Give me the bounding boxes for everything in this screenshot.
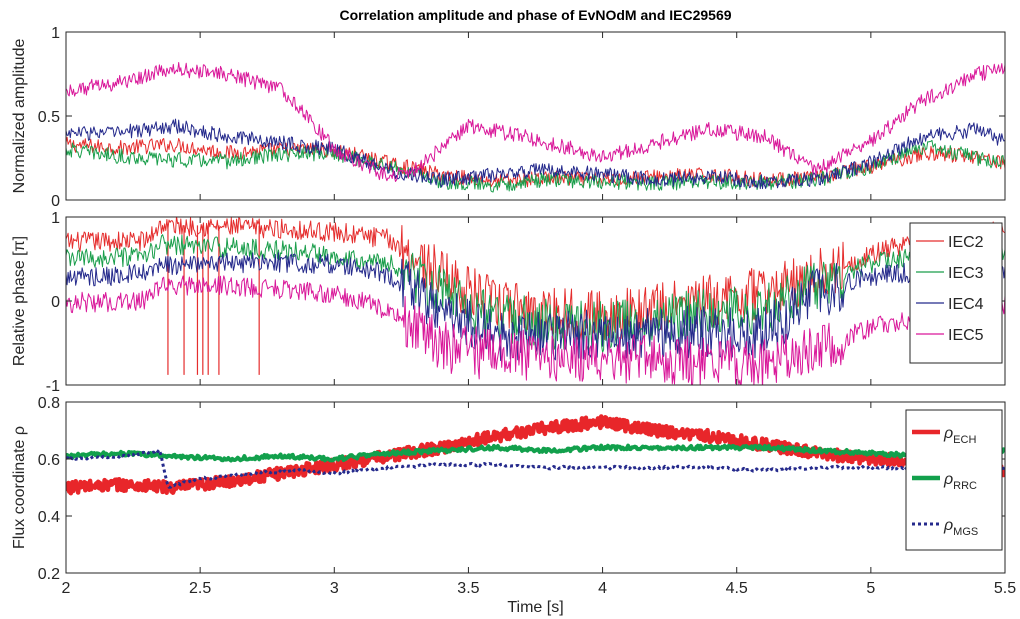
series-group	[66, 62, 1005, 193]
y-tick-label: 0.2	[38, 566, 60, 583]
y-tick-label: 0.4	[38, 509, 60, 526]
series-group	[66, 414, 1005, 496]
series-mgs-line	[66, 448, 1005, 489]
legend: ρECH ρRRC ρMGS	[905, 409, 1003, 551]
x-tick-label: 3	[330, 580, 339, 597]
legend-label: ρMGS	[943, 517, 978, 538]
panel-3: 0.2 0.4 0.6 0.8 2 2.5 3 3.5 4 4.5 5 5.5 Flux coordin…	[11, 395, 1016, 616]
series-rrc-line	[66, 443, 1005, 463]
series-iec5-line	[66, 62, 1005, 182]
legend-label: ρECH	[943, 425, 976, 446]
legend-label: IEC2	[948, 234, 984, 251]
y-tick-label: 0	[51, 193, 60, 210]
legend-label: IEC5	[948, 327, 984, 344]
legend-box	[909, 222, 1003, 364]
series-iec4-line	[66, 118, 1005, 190]
series-iec3-line	[66, 139, 1005, 193]
x-tick-label: 4.5	[726, 580, 748, 597]
legend-label: IEC3	[948, 265, 984, 282]
legend: IEC2 IEC3 IEC4 IEC5	[909, 222, 1003, 364]
y-tick-label: 0.5	[38, 109, 60, 126]
x-tick-label: 4	[598, 580, 607, 597]
axes-frame	[65, 401, 1006, 574]
series-iec4-line	[66, 252, 1005, 361]
series-iec3-line	[66, 234, 1005, 353]
x-tick-label: 5	[866, 580, 875, 597]
y-tick-label: 0	[51, 294, 60, 311]
chart-title: Correlation amplitude and phase of EvNOd…	[339, 7, 731, 23]
y-tick-label: -1	[46, 378, 60, 395]
x-tick-label: 2.5	[189, 580, 211, 597]
legend-label: ρRRC	[943, 471, 977, 492]
x-tick-label: 2	[62, 580, 71, 597]
series-group	[66, 217, 1005, 385]
x-tick-label: 3.5	[457, 580, 479, 597]
legend-label: IEC4	[948, 296, 984, 313]
panel-2: -1 0 1 Relative phase [π] IEC2 IEC3 IEC4 IEC5	[11, 210, 1006, 395]
y-tick-label: 1	[51, 25, 60, 42]
x-tick-label: 5.5	[994, 580, 1016, 597]
panel-1: 0 0.5 1 Normalized amplitude Correlation amp…	[11, 7, 1006, 210]
x-axis-label: Time [s]	[507, 599, 563, 616]
y-axis-label: Normalized amplitude	[11, 39, 28, 194]
y-axis-label: Relative phase [π]	[11, 236, 28, 366]
y-tick-label: 0.8	[38, 395, 60, 412]
y-tick-label: 0.6	[38, 452, 60, 469]
y-axis-label: Flux coordinate ρ	[11, 426, 28, 549]
y-tick-label: 1	[51, 210, 60, 227]
series-iec5-line	[66, 275, 1005, 385]
series-ech-line	[66, 414, 1005, 496]
